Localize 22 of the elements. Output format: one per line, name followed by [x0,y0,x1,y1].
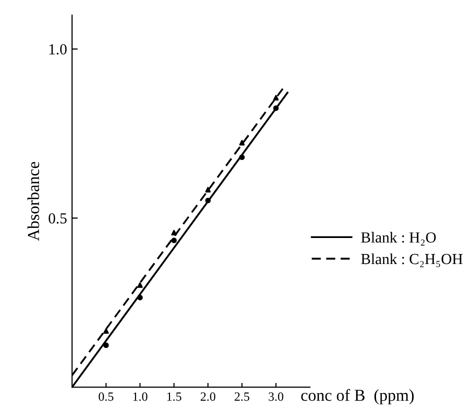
point [137,282,143,288]
legend-label: Blank : H₂O [361,232,436,246]
x-tick-label: 1.0 [133,392,148,401]
point [137,294,143,300]
point [103,328,109,334]
x-tick-label: 0.5 [98,392,114,401]
x-tick-label: 1.5 [167,392,182,401]
point [273,105,279,111]
point [239,154,245,160]
legend-label: Blank : C₂H₅OH [361,253,463,268]
x-tick-label: 3.0 [268,392,284,401]
point [205,198,211,204]
point [103,342,109,348]
point [205,186,211,192]
y-axis-title: Absorbance [27,162,40,241]
point [273,94,279,100]
point [171,238,177,244]
x-tick-label: 2.0 [200,392,216,401]
point [239,140,245,146]
x-tick-label: 2.5 [234,392,250,401]
x-axis-title: conc of B (ppm) [301,389,414,404]
point [171,230,177,236]
